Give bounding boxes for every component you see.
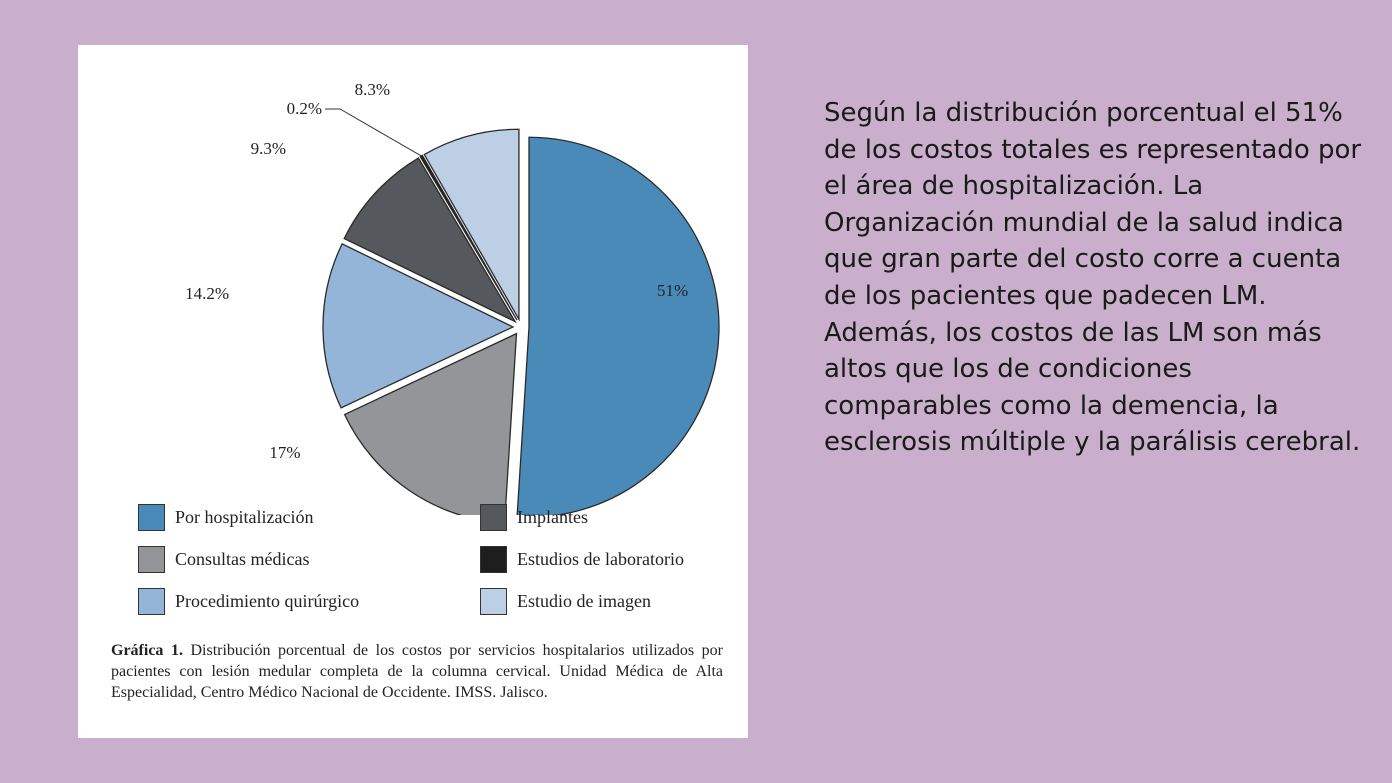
legend-swatch (138, 503, 165, 531)
figure-card: 51% 17% 14.2% 9.3% 0.2% 8.3% Por hospitalizac… (78, 45, 748, 738)
pie-chart: 51% 17% 14.2% 9.3% 0.2% 8.3% (185, 80, 720, 515)
legend-item: Estudio de imagen (480, 586, 651, 616)
legend-swatch (138, 587, 165, 615)
slice-value-label: 14.2% (185, 284, 229, 303)
legend-label: Estudios de laboratorio (517, 548, 684, 569)
pie-slice (322, 243, 515, 409)
legend-label: Por hospitalización (175, 506, 314, 527)
legend-item: Implantes (480, 502, 588, 532)
legend-label: Implantes (517, 506, 588, 527)
figure-caption: Gráfica 1. Distribución porcentual de lo… (111, 640, 723, 703)
legend-swatch (480, 545, 507, 573)
description-text: Según la distribución porcentual el 51% … (824, 98, 1362, 458)
slice-value-label: 51% (657, 281, 688, 300)
slice-value-label: 9.3% (251, 139, 286, 158)
slice-value-label: 17% (269, 443, 300, 462)
slice-value-label: 0.2% (287, 99, 322, 118)
pie-slice (516, 136, 720, 515)
pie-slice (423, 128, 520, 322)
caption-title: Gráfica 1. (111, 642, 183, 659)
legend-swatch (480, 587, 507, 615)
legend-label: Procedimiento quirúrgico (175, 590, 360, 611)
pie-slice (343, 332, 518, 515)
legend-label: Consultas médicas (175, 548, 310, 569)
caption-text: Distribución porcentual de los costos po… (111, 642, 724, 701)
legend-label: Estudio de imagen (517, 590, 651, 611)
legend-swatch (480, 503, 507, 531)
legend-item: Consultas médicas (138, 544, 309, 574)
legend-item: Por hospitalización (138, 502, 313, 532)
legend-item: Estudios de laboratorio (480, 544, 684, 574)
leader-line (325, 108, 422, 157)
legend-swatch (138, 545, 165, 573)
pie-slice (419, 154, 518, 321)
pie-slice (343, 157, 517, 324)
legend-item: Procedimiento quirúrgico (138, 586, 359, 616)
slice-value-label: 8.3% (355, 80, 390, 99)
